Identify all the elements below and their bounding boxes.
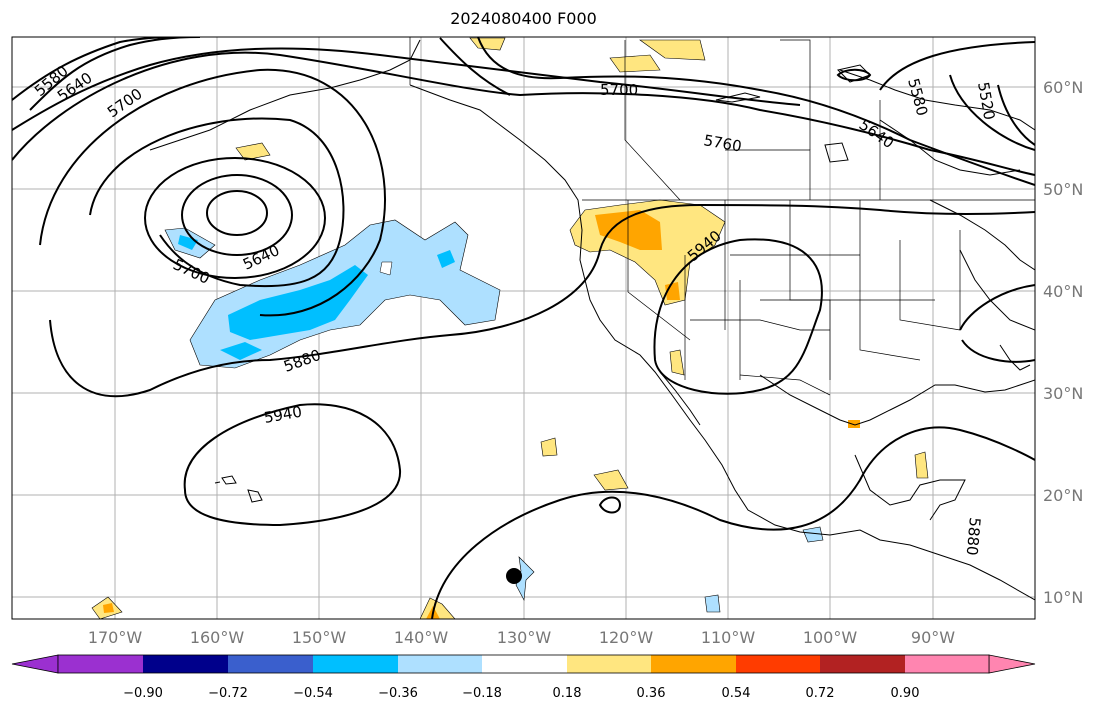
lat-tick-label: 60°N <box>1043 78 1083 97</box>
height-contours <box>12 37 1035 619</box>
colorbar-swatch <box>313 655 398 673</box>
colorbar-tick-label: 0.18 <box>553 686 582 701</box>
colorbar-tick-label: −0.90 <box>123 686 163 701</box>
lon-tick-label: 140°W <box>394 628 449 647</box>
lat-tick-label: 10°N <box>1043 588 1083 607</box>
colorbar-swatch <box>228 655 313 673</box>
colorbar: −0.90 −0.72 −0.54 −0.36 −0.18 0.18 0.36 … <box>11 654 1036 701</box>
colorbar-swatch <box>905 655 989 673</box>
lon-tick-label: 90°W <box>911 628 955 647</box>
colorbar-tick-label: −0.18 <box>462 686 502 701</box>
colorbar-tick-label: 0.36 <box>637 686 666 701</box>
contour-label: 5700 <box>600 81 638 99</box>
political-boundaries <box>409 37 1035 396</box>
lat-tick-label: 40°N <box>1043 282 1083 301</box>
colorbar-swatch <box>651 655 736 673</box>
coastlines <box>149 39 1035 601</box>
colorbar-tick-label: −0.54 <box>293 686 333 701</box>
colorbar-tick-label: 0.72 <box>806 686 835 701</box>
lon-tick-label: 170°W <box>88 628 143 647</box>
colorbar-frame <box>57 654 990 674</box>
lat-tick-label: 20°N <box>1043 486 1083 505</box>
colorbar-tick-label: −0.36 <box>378 686 418 701</box>
colorbar-swatch <box>567 655 651 673</box>
colorbar-extend-high <box>988 654 1036 674</box>
lat-tick-label: 30°N <box>1043 384 1083 403</box>
latitude-ticks: 60°N 50°N 40°N 30°N 20°N 10°N <box>1043 78 1083 607</box>
lon-tick-label: 120°W <box>599 628 654 647</box>
lon-tick-label: 100°W <box>803 628 858 647</box>
positive-anomaly-shading <box>91 37 929 619</box>
lon-tick-label: 130°W <box>497 628 552 647</box>
lon-tick-label: 110°W <box>701 628 756 647</box>
negative-anomaly-shading <box>164 219 824 613</box>
colorbar-swatch <box>820 655 905 673</box>
colorbar-swatch <box>143 655 228 673</box>
colorbar-swatch <box>58 655 143 673</box>
map-title: 2024080400 F000 <box>450 9 597 28</box>
lat-tick-label: 50°N <box>1043 180 1083 199</box>
storm-center-marker <box>506 568 522 584</box>
lon-tick-label: 150°W <box>292 628 347 647</box>
colorbar-swatch <box>482 655 567 673</box>
colorbar-tick-label: −0.72 <box>208 686 248 701</box>
lon-tick-label: 160°W <box>190 628 245 647</box>
longitude-ticks: 170°W 160°W 150°W 140°W 130°W 120°W 110°… <box>88 628 955 647</box>
colorbar-tick-label: 0.54 <box>722 686 751 701</box>
contour-label: 5880 <box>963 517 984 557</box>
colorbar-swatch <box>736 655 820 673</box>
colorbar-swatch <box>398 655 482 673</box>
colorbar-tick-label: 0.90 <box>891 686 920 701</box>
colorbar-extend-low <box>11 654 59 674</box>
map-frame <box>11 36 1036 620</box>
